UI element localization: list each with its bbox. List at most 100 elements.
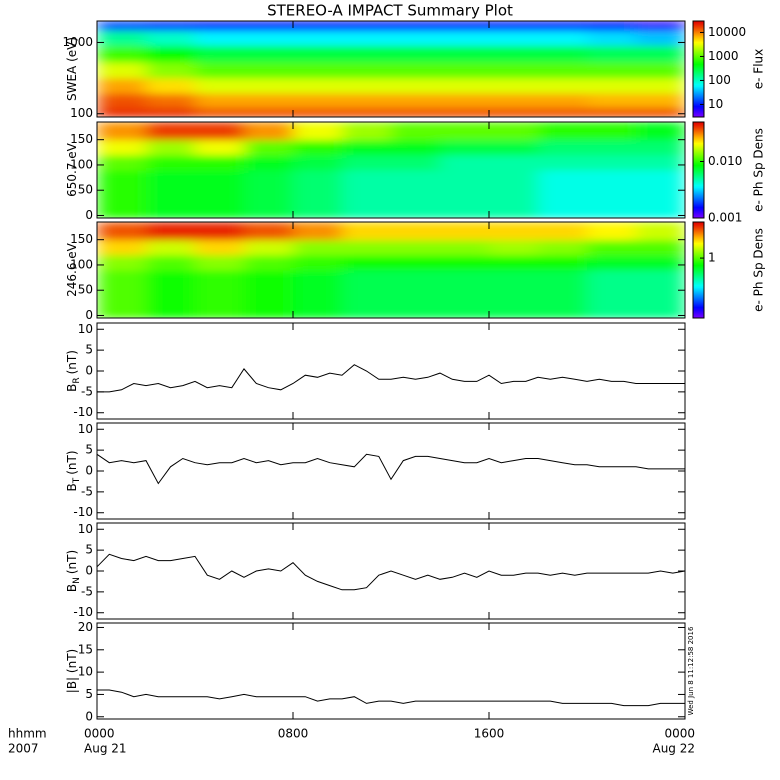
- heatmap-cell: [195, 30, 245, 46]
- colorbar-step: [693, 240, 704, 243]
- y-tick-label: -10: [73, 405, 93, 419]
- colorbar-step: [693, 182, 704, 185]
- heatmap-cell: [587, 78, 637, 94]
- y-tick-label: 5: [85, 443, 93, 457]
- timestamp: Wed Jun 8 11:12:58 2016: [687, 626, 695, 715]
- heatmap-cell: [636, 254, 685, 271]
- heatmap-cell: [440, 185, 490, 201]
- heatmap-cell: [636, 93, 685, 108]
- heatmap-cell: [97, 21, 147, 32]
- colorbar-tick-label: 0.010: [708, 154, 742, 168]
- heatmap-cell: [342, 78, 392, 94]
- heatmap-cell: [440, 254, 490, 271]
- heatmap-cell: [538, 170, 588, 186]
- heatmap-cell: [489, 139, 539, 156]
- x-axis-label: hhmm: [8, 727, 47, 741]
- colorbar-step: [693, 49, 704, 52]
- heatmap-cell: [293, 185, 343, 201]
- heatmap-cell: [391, 107, 441, 117]
- heatmap-cell: [97, 239, 147, 256]
- colorbar-step: [693, 126, 704, 129]
- heatmap-cell: [97, 78, 147, 94]
- y-tick-label: 0: [85, 564, 93, 578]
- heatmap-cell: [97, 122, 147, 141]
- heatmap-cell: [244, 139, 294, 156]
- colorbar-step: [693, 258, 704, 261]
- y-tick-label: 10: [78, 322, 93, 336]
- heatmap-cell: [244, 200, 294, 218]
- heatmap-cell: [538, 107, 588, 117]
- colorbar-step: [693, 81, 704, 84]
- heatmap-cells: [97, 222, 685, 318]
- heatmap-cell: [391, 21, 441, 32]
- heatmap-cell: [391, 170, 441, 186]
- heatmap-cell: [244, 300, 294, 318]
- y-label-main: B: [65, 584, 79, 592]
- colorbar-step: [693, 230, 704, 233]
- colorbar-step: [693, 256, 704, 259]
- heatmap-cell: [293, 300, 343, 318]
- line-series: [96, 553, 686, 591]
- y-tick-label: 5: [85, 343, 93, 357]
- colorbar-step: [693, 111, 704, 114]
- heatmap-cell: [97, 185, 147, 201]
- heatmap-cell: [538, 154, 588, 171]
- colorbar-step: [693, 292, 704, 295]
- heatmap-cell: [538, 239, 588, 256]
- heatmap-cell: [293, 107, 343, 117]
- y-tick-label: 0: [85, 364, 93, 378]
- heatmap-cell: [636, 139, 685, 156]
- colorbar-step: [693, 107, 704, 110]
- colorbar-step: [693, 105, 704, 108]
- y-axis-label: BR (nT): [65, 350, 82, 392]
- colorbar-step: [693, 246, 704, 249]
- heatmap-cell: [636, 45, 685, 63]
- heatmap-cell: [244, 78, 294, 94]
- heatmap-cell: [538, 200, 588, 218]
- heatmap-cell: [538, 21, 588, 32]
- heatmap-cell: [391, 45, 441, 63]
- y-label-main: |B| (nT): [65, 649, 79, 693]
- colorbar-step: [693, 224, 704, 227]
- colorbar-step: [693, 124, 704, 127]
- colorbar-step: [693, 162, 704, 165]
- heatmap-cell: [538, 122, 588, 141]
- heatmap-cell: [587, 21, 637, 32]
- heatmap-cell: [97, 285, 147, 301]
- heatmap-cell: [342, 30, 392, 46]
- heatmap-cell: [97, 270, 147, 286]
- heatmap-cell: [195, 170, 245, 186]
- heatmap-cell: [489, 285, 539, 301]
- heatmap-cell: [587, 285, 637, 301]
- colorbar-step: [693, 93, 704, 96]
- colorbar-step: [693, 41, 704, 44]
- colorbar-step: [693, 146, 704, 149]
- heatmap-cell: [146, 154, 196, 171]
- heatmap-cell: [97, 45, 147, 63]
- y-axis-label: BN (nT): [65, 550, 82, 592]
- colorbar-step: [693, 57, 704, 60]
- heatmap-cells: [97, 21, 685, 117]
- heatmap-cell: [636, 185, 685, 201]
- colorbar-step: [693, 272, 704, 275]
- heatmap-cell: [293, 285, 343, 301]
- plot-title: STEREO-A IMPACT Summary Plot: [267, 2, 513, 20]
- colorbar-step: [693, 184, 704, 187]
- y-axis-label: 246.6 eV: [65, 242, 79, 297]
- colorbar-frame: [692, 221, 705, 319]
- colorbar-step: [693, 212, 704, 215]
- colorbar-tick-label: 1000: [708, 49, 739, 63]
- line-series: [97, 689, 685, 707]
- colorbar-step: [693, 190, 704, 193]
- colorbar-step: [693, 109, 704, 112]
- heatmap-cell: [440, 93, 490, 108]
- heatmap-cell: [391, 239, 441, 256]
- colorbar-step: [693, 248, 704, 251]
- heatmap-cell: [587, 154, 637, 171]
- heatmap-cell: [146, 170, 196, 186]
- line-series: [96, 453, 685, 485]
- y-axis-label: SWEA (eV): [65, 37, 79, 101]
- heatmap-cell: [342, 62, 392, 79]
- heatmap-cell: [489, 300, 539, 318]
- heatmap-cell: [538, 139, 588, 156]
